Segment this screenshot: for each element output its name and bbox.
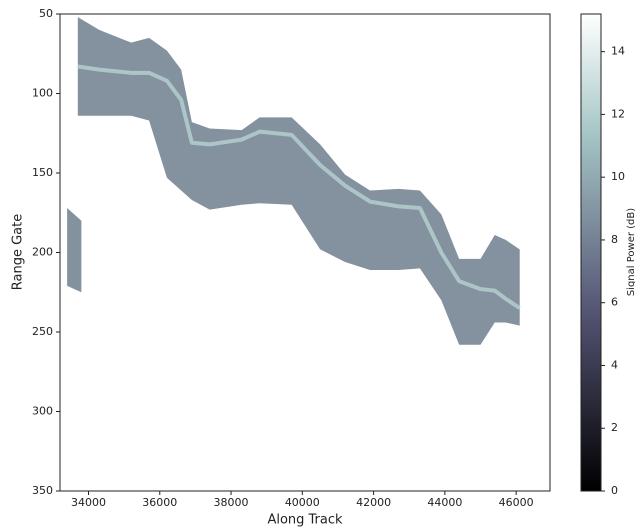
- y-tick-label: 100: [32, 87, 53, 100]
- colorbar-tick-label: 4: [611, 358, 618, 371]
- colorbar-tick-label: 10: [611, 170, 625, 183]
- x-tick-label: 42000: [356, 496, 391, 509]
- y-tick-label: 200: [32, 246, 53, 259]
- colorbar-tick-label: 0: [611, 484, 618, 497]
- y-tick-label: 250: [32, 325, 53, 338]
- x-tick-label: 46000: [499, 496, 534, 509]
- x-tick-label: 40000: [285, 496, 320, 509]
- bright-line: [77, 64, 521, 310]
- colorbar-tick-label: 8: [611, 233, 618, 246]
- y-tick-label: 350: [32, 484, 53, 497]
- y-axis-label: Range Gate: [11, 214, 26, 290]
- colorbar: [580, 13, 602, 492]
- colorbar-tick-label: 6: [611, 296, 618, 309]
- colorbar-tick-label: 2: [611, 421, 618, 434]
- y-tick-label: 300: [32, 405, 53, 418]
- x-tick-label: 36000: [142, 496, 177, 509]
- colorbar-label: Signal Power (dB): [626, 208, 635, 296]
- x-tick-label: 38000: [214, 496, 249, 509]
- swath: [67, 207, 82, 293]
- colorbar-tick-label: 14: [611, 45, 625, 58]
- colorbar-tick-label: 12: [611, 107, 625, 120]
- y-tick-label: 50: [39, 7, 53, 20]
- y-tick-label: 150: [32, 166, 53, 179]
- x-axis-label: Along Track: [267, 513, 343, 528]
- x-tick-label: 44000: [427, 496, 462, 509]
- swath: [77, 17, 520, 345]
- x-tick-label: 34000: [71, 496, 106, 509]
